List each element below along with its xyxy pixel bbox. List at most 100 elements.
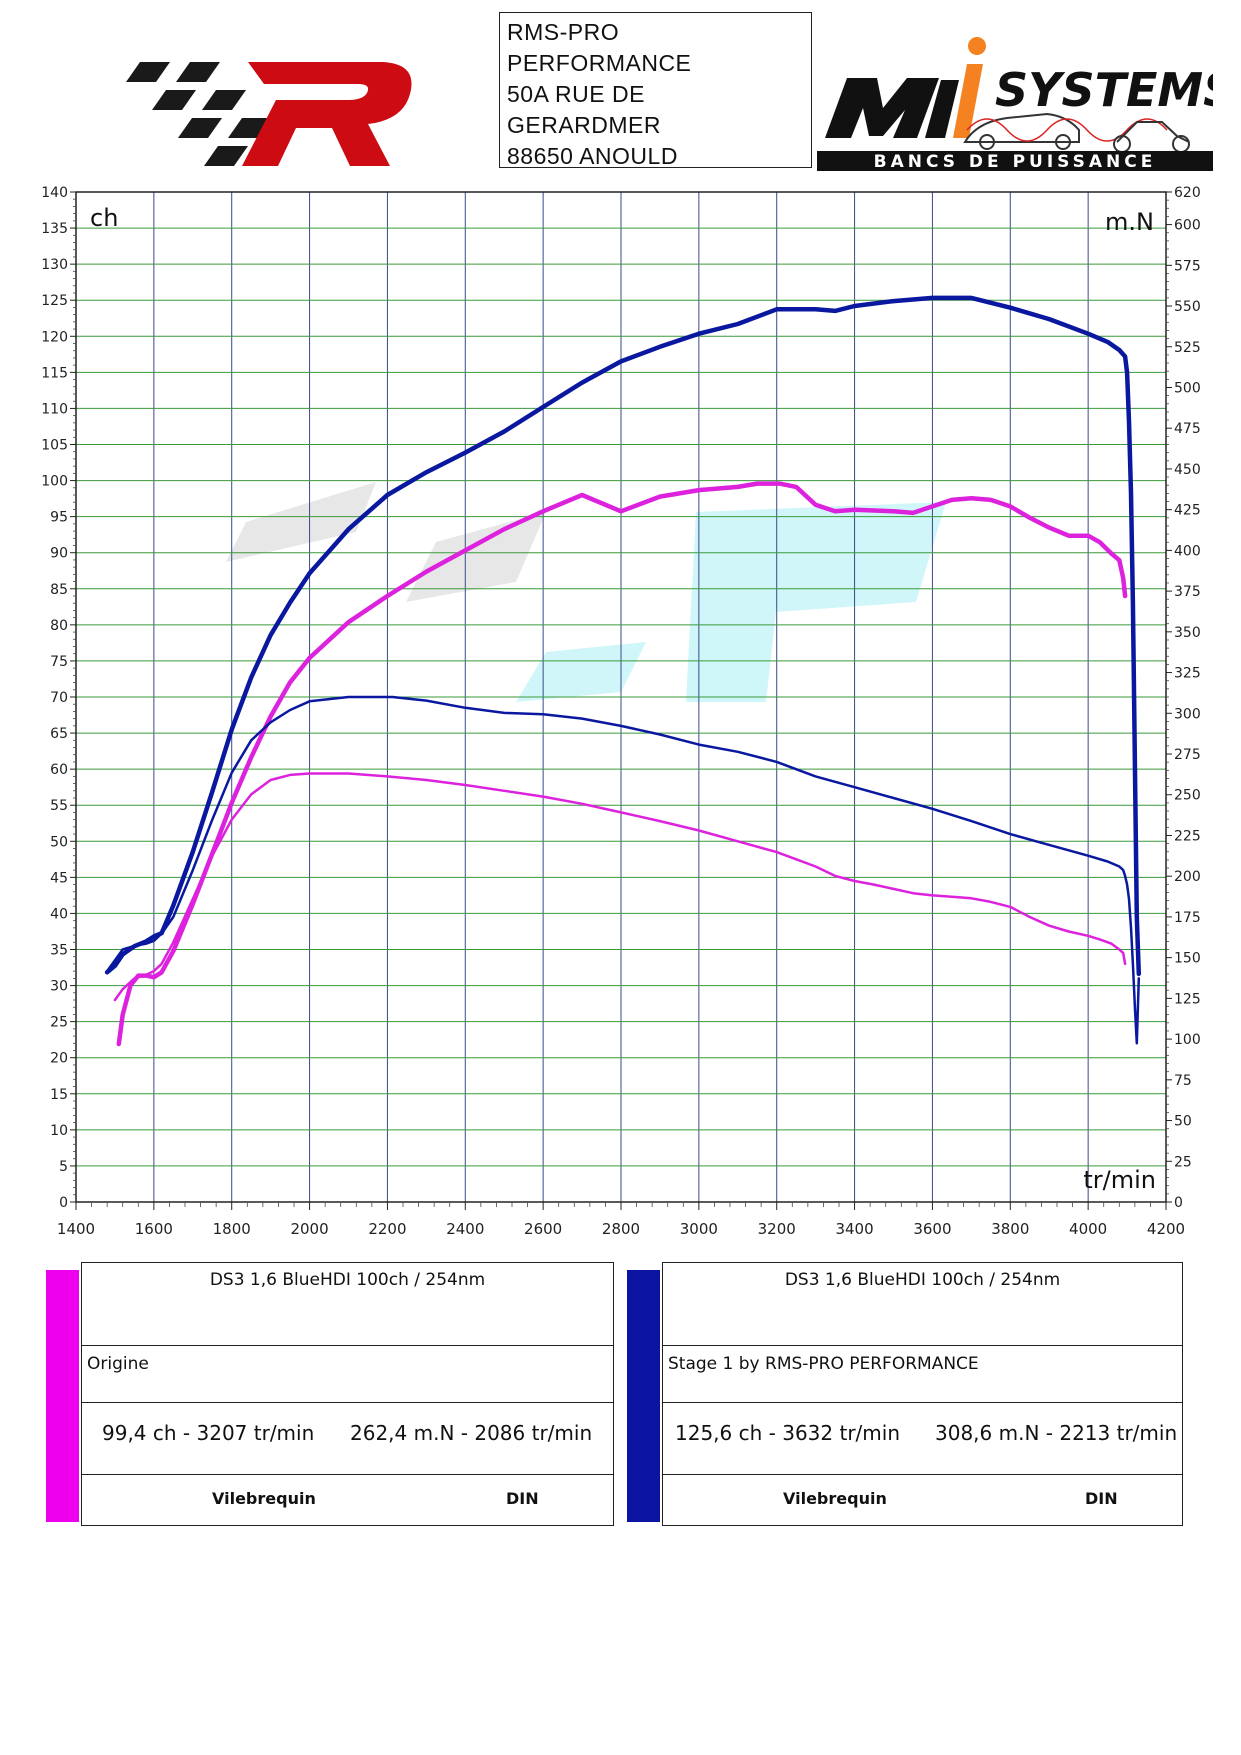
vehicle-label: DS3 1,6 BlueHDI 100ch / 254nm	[209, 1270, 486, 1290]
tick-label-left: 0	[59, 1195, 68, 1211]
legend-box: DS3 1,6 BlueHDI 100ch / 254nm Stage 1 by…	[662, 1262, 1183, 1526]
measure-mode: Vilebrequin	[212, 1489, 316, 1508]
dyno-chart: 0 5 10 15 20 25 30 35 40 45 50 55 60 65 70 75 80 85 90 95 10…	[41, 185, 1201, 1238]
watermark-shape	[226, 482, 376, 562]
tick-label-left: 70	[50, 690, 68, 706]
series-line-torque-stage1	[104, 295, 1142, 977]
tick-label-right: 150	[1174, 951, 1201, 967]
brand-text: SYSTEMS	[995, 63, 1213, 117]
vehicle-label: DS3 1,6 BlueHDI 100ch / 254nm	[784, 1270, 1061, 1290]
tick-label-left: 120	[41, 329, 68, 345]
tick-label-left: 10	[50, 1123, 68, 1139]
tick-label-left: 20	[50, 1051, 68, 1067]
tick-label-x: 1600	[135, 1220, 173, 1238]
tick-label-x: 1400	[57, 1220, 95, 1238]
tick-label-left: 95	[50, 510, 68, 526]
norm-label: DIN	[506, 1489, 539, 1508]
tick-label-x: 3400	[835, 1220, 873, 1238]
rms-watermark	[226, 482, 946, 702]
y-left-axis-label: ch	[90, 204, 118, 232]
series-line-torque-origine	[116, 481, 1128, 1047]
tick-label-right: 575	[1174, 258, 1201, 274]
x-axis-label: tr/min	[1083, 1166, 1156, 1194]
address-box: RMS-PRO PERFORMANCE 50A RUE DE GERARDMER…	[499, 12, 812, 169]
tick-label-right: 300	[1174, 706, 1201, 722]
tick-label-x: 2800	[602, 1220, 640, 1238]
tick-label-x: 4000	[1069, 1220, 1107, 1238]
tick-label-right: 475	[1174, 421, 1201, 437]
tick-label-left: 90	[50, 546, 68, 562]
peak-power: 125,6 ch - 3632 tr/min	[675, 1421, 900, 1445]
tick-label-left: 100	[41, 474, 68, 490]
tick-label-right: 375	[1174, 584, 1201, 600]
tick-label-right: 450	[1174, 462, 1201, 478]
watermark-shape	[516, 642, 646, 702]
tick-label-right: 250	[1174, 788, 1201, 804]
tick-label-right: 125	[1174, 991, 1201, 1007]
tick-label-right: 75	[1174, 1073, 1192, 1089]
tick-label-right: 350	[1174, 625, 1201, 641]
y-right-axis-label: m.N	[1105, 208, 1154, 236]
run-name: Stage 1 by RMS-PRO PERFORMANCE	[668, 1354, 979, 1374]
legend-swatch	[46, 1270, 79, 1522]
grid-lines	[76, 192, 1166, 1202]
tick-label-x: 3200	[758, 1220, 796, 1238]
tick-label-x: 1800	[213, 1220, 251, 1238]
tick-label-left: 25	[50, 1015, 68, 1031]
tick-label-right: 550	[1174, 299, 1201, 315]
tick-label-right: 500	[1174, 380, 1201, 396]
peak-torque: 308,6 m.N - 2213 tr/min	[935, 1421, 1178, 1445]
watermark-shape	[406, 512, 546, 602]
right-axis: 0 25 50 75 100 125 150 175 200 225 250 275 300 325 350…	[1166, 185, 1201, 1211]
tick-label-left: 60	[50, 762, 68, 778]
car-and-motorcycle-icon	[963, 112, 1190, 153]
tick-label-left: 30	[50, 979, 68, 995]
tick-label-right: 525	[1174, 340, 1201, 356]
tick-label-x: 3000	[680, 1220, 718, 1238]
legend-panel-origine: DS3 1,6 BlueHDI 100ch / 254nm Origine 99…	[46, 1262, 614, 1526]
address-line: PERFORMANCE	[507, 50, 692, 76]
norm-label: DIN	[1085, 1489, 1118, 1508]
tick-label-left: 75	[50, 654, 68, 670]
tick-label-right: 25	[1174, 1154, 1192, 1170]
tick-label-left: 130	[41, 257, 68, 273]
tick-label-left: 140	[41, 185, 68, 201]
tick-label-right: 0	[1174, 1195, 1183, 1211]
tick-label-left: 115	[41, 365, 68, 381]
series-line-power-stage1	[105, 695, 1141, 1045]
series-line-power-origine	[113, 772, 1127, 1002]
tick-label-right: 175	[1174, 910, 1201, 926]
tick-label-left: 45	[50, 870, 68, 886]
x-axis: 1400 1600 1800 2000 2200 2400 2600 2800 3000 3200…	[57, 1202, 1185, 1238]
series-layer	[104, 295, 1142, 1047]
tick-label-right: 425	[1174, 503, 1201, 519]
run-name: Origine	[87, 1354, 149, 1374]
tick-label-right: 325	[1174, 666, 1201, 682]
tick-label-left: 15	[50, 1087, 68, 1103]
tick-label-right: 275	[1174, 747, 1201, 763]
tick-label-left: 5	[59, 1159, 68, 1175]
tick-label-right: 225	[1174, 828, 1201, 844]
tick-label-left: 50	[50, 834, 68, 850]
address-line: 88650 ANOULD	[507, 143, 678, 169]
measure-mode: Vilebrequin	[783, 1489, 887, 1508]
tick-label-left: 35	[50, 943, 68, 959]
tick-label-right: 620	[1174, 185, 1201, 201]
left-axis: 0 5 10 15 20 25 30 35 40 45 50 55 60 65 70 75 80 85 90 95 10…	[41, 185, 76, 1211]
tick-label-left: 55	[50, 798, 68, 814]
tick-label-left: 65	[50, 726, 68, 742]
tick-label-x: 2600	[524, 1220, 562, 1238]
tick-label-left: 80	[50, 618, 68, 634]
rms-checkered-r-logo	[126, 62, 412, 166]
watermark-shape	[686, 502, 946, 702]
legend-swatch	[627, 1270, 660, 1522]
tick-label-right: 400	[1174, 543, 1201, 559]
tick-label-right: 600	[1174, 218, 1201, 234]
tagline-text: BANCS DE PUISSANCE	[874, 152, 1157, 172]
address-line: GERARDMER	[507, 112, 662, 138]
tick-label-left: 105	[41, 438, 68, 454]
tick-label-left: 135	[41, 221, 68, 237]
tick-label-left: 125	[41, 293, 68, 309]
tick-label-x: 3800	[991, 1220, 1029, 1238]
tick-label-x: 4200	[1147, 1220, 1185, 1238]
